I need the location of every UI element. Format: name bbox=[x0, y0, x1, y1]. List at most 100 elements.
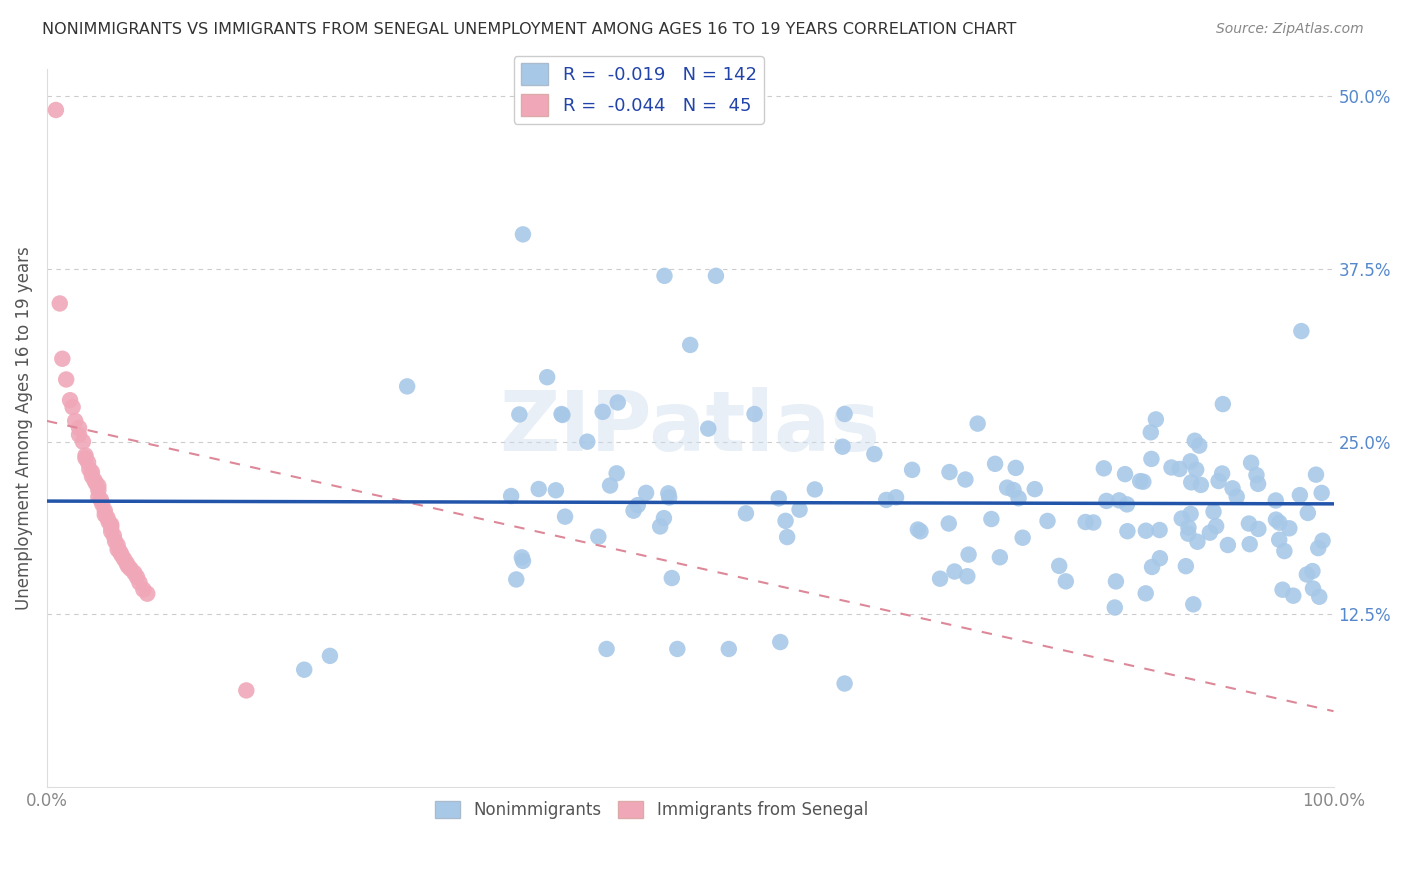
Point bbox=[1198, 525, 1220, 540]
Point bbox=[1140, 560, 1163, 574]
Point bbox=[657, 486, 679, 500]
Point bbox=[551, 408, 574, 422]
Point bbox=[1268, 516, 1291, 530]
Point bbox=[1180, 507, 1202, 521]
Point bbox=[831, 440, 853, 454]
Point bbox=[1149, 551, 1171, 566]
Point bbox=[1205, 519, 1227, 533]
Point bbox=[505, 573, 527, 587]
Point bbox=[97, 515, 120, 529]
Point bbox=[1054, 574, 1077, 589]
Point bbox=[980, 512, 1002, 526]
Point bbox=[592, 405, 614, 419]
Point bbox=[834, 676, 856, 690]
Point bbox=[652, 511, 675, 525]
Point bbox=[1144, 412, 1167, 426]
Point bbox=[1092, 461, 1115, 475]
Point bbox=[1116, 497, 1139, 511]
Point bbox=[125, 570, 148, 584]
Point bbox=[599, 478, 621, 492]
Point bbox=[120, 562, 142, 576]
Point bbox=[1271, 582, 1294, 597]
Point bbox=[636, 486, 658, 500]
Point bbox=[128, 575, 150, 590]
Point bbox=[1160, 460, 1182, 475]
Point bbox=[550, 407, 572, 421]
Point bbox=[1264, 493, 1286, 508]
Point bbox=[875, 492, 897, 507]
Point bbox=[72, 434, 94, 449]
Point bbox=[661, 571, 683, 585]
Point bbox=[319, 648, 342, 663]
Point bbox=[606, 395, 628, 409]
Point bbox=[957, 548, 980, 562]
Point bbox=[83, 474, 105, 488]
Point bbox=[1305, 467, 1327, 482]
Point bbox=[1140, 451, 1163, 466]
Point bbox=[938, 516, 960, 531]
Point bbox=[117, 559, 139, 574]
Point bbox=[512, 554, 534, 568]
Point bbox=[112, 552, 135, 566]
Point bbox=[51, 351, 73, 366]
Point bbox=[136, 587, 159, 601]
Point bbox=[1308, 590, 1330, 604]
Point bbox=[1268, 533, 1291, 547]
Point bbox=[1182, 597, 1205, 611]
Point bbox=[80, 469, 103, 483]
Point bbox=[1129, 474, 1152, 488]
Point bbox=[396, 379, 419, 393]
Point bbox=[1011, 531, 1033, 545]
Point bbox=[75, 449, 97, 463]
Legend: Nonimmigrants, Immigrants from Senegal: Nonimmigrants, Immigrants from Senegal bbox=[429, 794, 875, 826]
Point bbox=[654, 268, 676, 283]
Point bbox=[966, 417, 988, 431]
Point bbox=[1177, 526, 1199, 541]
Point bbox=[1168, 462, 1191, 476]
Point bbox=[1247, 522, 1270, 536]
Point bbox=[107, 542, 129, 557]
Point bbox=[84, 476, 107, 491]
Point bbox=[103, 528, 125, 542]
Point bbox=[527, 482, 550, 496]
Point bbox=[1246, 468, 1268, 483]
Point bbox=[1272, 544, 1295, 558]
Point bbox=[1024, 482, 1046, 496]
Point bbox=[1289, 488, 1312, 502]
Point bbox=[1226, 490, 1249, 504]
Point bbox=[115, 556, 138, 570]
Point bbox=[94, 508, 117, 522]
Point bbox=[1291, 324, 1313, 338]
Point bbox=[554, 509, 576, 524]
Point bbox=[124, 566, 146, 580]
Point bbox=[768, 491, 790, 506]
Point bbox=[735, 507, 758, 521]
Point bbox=[1296, 506, 1319, 520]
Point bbox=[55, 372, 77, 386]
Point bbox=[1105, 574, 1128, 589]
Point bbox=[863, 447, 886, 461]
Point bbox=[110, 545, 132, 559]
Point bbox=[100, 517, 122, 532]
Point bbox=[1177, 520, 1199, 534]
Point bbox=[1149, 523, 1171, 537]
Point bbox=[1184, 434, 1206, 448]
Point bbox=[1301, 564, 1323, 578]
Point bbox=[1132, 475, 1154, 489]
Point bbox=[87, 483, 110, 497]
Point bbox=[1074, 515, 1097, 529]
Point bbox=[96, 510, 118, 524]
Point bbox=[110, 548, 132, 562]
Point bbox=[87, 490, 110, 504]
Point bbox=[75, 451, 97, 466]
Point bbox=[1114, 467, 1136, 482]
Point bbox=[63, 414, 86, 428]
Point bbox=[1180, 475, 1202, 490]
Point bbox=[1180, 454, 1202, 468]
Point bbox=[77, 455, 100, 469]
Point bbox=[512, 227, 534, 242]
Point bbox=[804, 483, 827, 497]
Point bbox=[1282, 589, 1305, 603]
Point bbox=[623, 504, 645, 518]
Point bbox=[606, 467, 628, 481]
